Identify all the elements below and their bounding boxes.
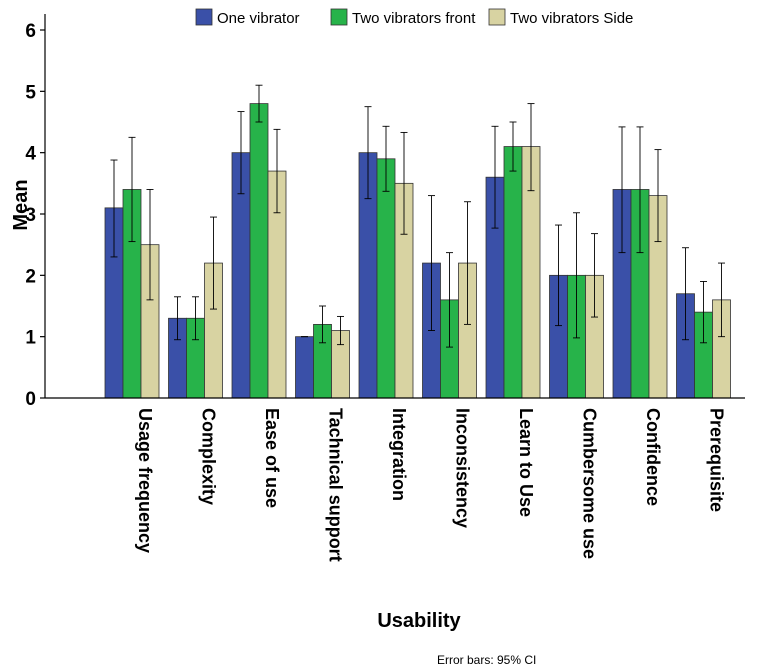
error-bar xyxy=(636,126,644,254)
y-tick-label: 0 xyxy=(25,389,36,410)
legend-swatch xyxy=(488,8,506,26)
x-tick-label: Integration xyxy=(389,408,409,501)
x-tick-label: Inconsistency xyxy=(453,408,473,528)
error-bar xyxy=(174,296,181,341)
error-bar xyxy=(555,224,562,327)
x-tick-label: Ease of use xyxy=(262,408,282,508)
category-labels-layer: Usage frequency Complexity Ease of use Tach… xyxy=(135,408,727,562)
error-bar xyxy=(128,136,136,243)
y-ticks-layer: 0 1 2 3 4 5 6 xyxy=(25,21,45,410)
error-bar xyxy=(446,252,453,348)
bar xyxy=(249,103,269,399)
error-bar xyxy=(618,126,626,254)
bars-layer xyxy=(104,103,731,399)
x-tick-label: Tachnical support xyxy=(326,408,346,562)
legend: One vibrator Two vibrators front Two vibra… xyxy=(195,8,633,27)
x-axis-title: Usability xyxy=(377,610,461,632)
error-bar xyxy=(491,125,499,229)
axes-layer xyxy=(44,14,745,399)
error-bar xyxy=(319,305,326,344)
bar xyxy=(376,158,396,399)
error-bar xyxy=(509,121,517,172)
error-bar xyxy=(237,111,245,195)
error-bar xyxy=(364,106,372,200)
y-tick-label: 4 xyxy=(25,144,36,165)
x-tick-label: Confidence xyxy=(643,408,663,506)
error-bar xyxy=(273,128,281,214)
error-bar xyxy=(255,84,263,123)
error-bar xyxy=(192,296,199,341)
bar xyxy=(503,146,523,399)
error-bar xyxy=(654,149,662,243)
error-bar xyxy=(682,247,689,341)
x-tick-label: Complexity xyxy=(199,408,219,505)
error-bar xyxy=(573,212,580,339)
y-tick-label: 3 xyxy=(25,205,36,226)
x-tick-label: Cumbersome use xyxy=(580,408,600,559)
legend-swatch xyxy=(195,8,213,26)
error-bar xyxy=(718,262,725,338)
x-tick-label: Usage frequency xyxy=(135,408,155,553)
error-bar xyxy=(700,281,707,344)
y-tick-label: 2 xyxy=(25,266,36,287)
error-bar xyxy=(591,233,598,318)
y-tick-label: 6 xyxy=(25,21,36,42)
error-bar xyxy=(400,131,408,235)
error-bar xyxy=(428,195,435,331)
x-tick-label: Learn to Use xyxy=(516,408,536,517)
y-tick-label: 1 xyxy=(25,328,36,349)
error-bar xyxy=(337,315,344,346)
y-tick-label: 5 xyxy=(25,82,36,103)
legend-label: Two vibrators Side xyxy=(510,10,633,27)
legend-label: One vibrator xyxy=(217,10,300,27)
error-bar xyxy=(464,201,471,325)
error-bar xyxy=(210,216,217,310)
error-bar-note: Error bars: 95% CI xyxy=(437,653,536,667)
bar xyxy=(295,336,314,399)
legend-item: Two vibrators Side xyxy=(488,8,633,27)
legend-item: One vibrator xyxy=(195,8,300,27)
legend-item: Two vibrators front xyxy=(330,8,476,27)
x-tick-label: Prerequisite xyxy=(707,408,727,512)
error-bar xyxy=(382,125,390,192)
legend-label: Two vibrators front xyxy=(352,10,476,27)
error-bars-layer xyxy=(110,84,725,348)
legend-swatch xyxy=(330,8,348,26)
y-axis-title: Mean xyxy=(10,179,32,230)
error-bar xyxy=(527,103,535,192)
error-bar xyxy=(146,189,154,301)
error-bar xyxy=(110,159,118,258)
